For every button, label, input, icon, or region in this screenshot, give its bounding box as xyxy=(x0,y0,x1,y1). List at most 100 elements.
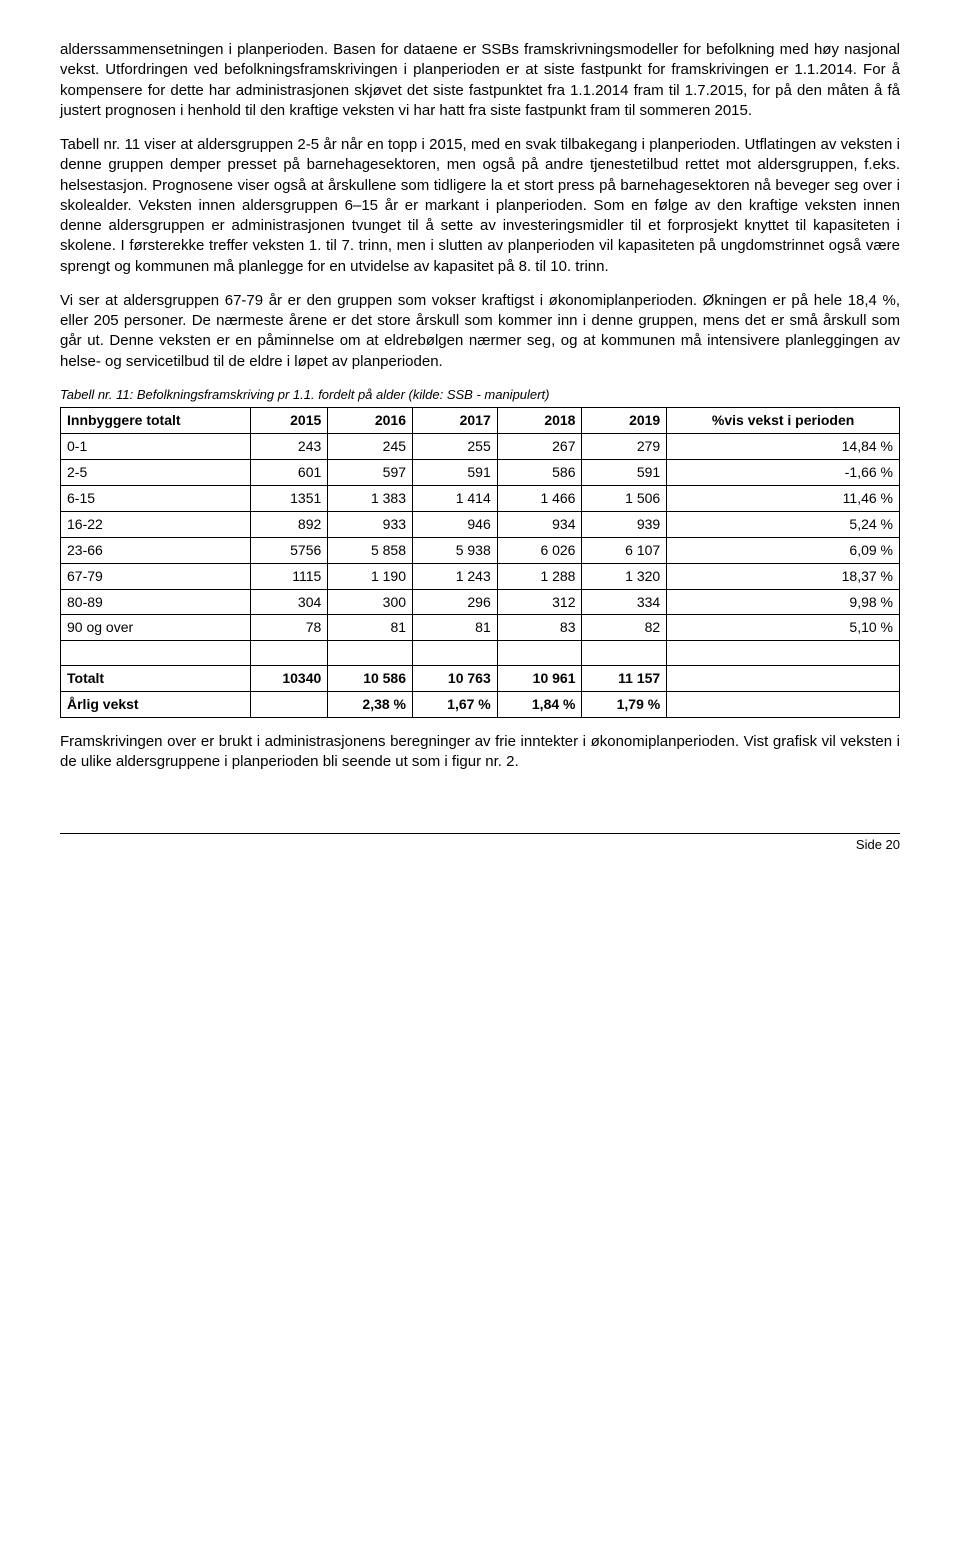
table-cell xyxy=(328,641,413,666)
table-cell: 1 320 xyxy=(582,563,667,589)
page-footer: Side 20 xyxy=(60,833,900,854)
table-row: 80-893043002963123349,98 % xyxy=(61,589,900,615)
table-cell: 591 xyxy=(413,460,498,486)
table-cell: 279 xyxy=(582,434,667,460)
table-cell: 81 xyxy=(413,615,498,641)
table-cell: 1 414 xyxy=(413,485,498,511)
table-cell: 90 og over xyxy=(61,615,251,641)
table-cell: 334 xyxy=(582,589,667,615)
table-cell: 892 xyxy=(250,511,328,537)
table-row-totalt: Totalt1034010 58610 76310 96111 157 xyxy=(61,666,900,692)
table-header-row: Innbyggere totalt 2015 2016 2017 2018 20… xyxy=(61,408,900,434)
table-cell: 78 xyxy=(250,615,328,641)
table-cell: 11,46 % xyxy=(667,485,900,511)
table-cell: 1,67 % xyxy=(413,692,498,718)
table-cell: 14,84 % xyxy=(667,434,900,460)
table-cell: 6,09 % xyxy=(667,537,900,563)
table-cell: 245 xyxy=(328,434,413,460)
table-cell xyxy=(250,692,328,718)
table-cell: 10 763 xyxy=(413,666,498,692)
table-cell: 586 xyxy=(497,460,582,486)
header-2016: 2016 xyxy=(328,408,413,434)
table-cell: 5,10 % xyxy=(667,615,900,641)
table-cell: 11 157 xyxy=(582,666,667,692)
table-cell: 82 xyxy=(582,615,667,641)
table-cell: -1,66 % xyxy=(667,460,900,486)
table-cell: 83 xyxy=(497,615,582,641)
table-cell: 267 xyxy=(497,434,582,460)
table-cell xyxy=(61,641,251,666)
table-cell: 67-79 xyxy=(61,563,251,589)
table-cell: 5756 xyxy=(250,537,328,563)
header-growth: %vis vekst i perioden xyxy=(667,408,900,434)
table-cell: 934 xyxy=(497,511,582,537)
table-cell: 0-1 xyxy=(61,434,251,460)
header-2018: 2018 xyxy=(497,408,582,434)
table-cell: 1115 xyxy=(250,563,328,589)
paragraph-1: alderssammensetningen i planperioden. Ba… xyxy=(60,40,900,121)
table-cell: Årlig vekst xyxy=(61,692,251,718)
table-row: 2-5601597591586591-1,66 % xyxy=(61,460,900,486)
table-cell: 5,24 % xyxy=(667,511,900,537)
table-cell: 312 xyxy=(497,589,582,615)
table-cell: 1 383 xyxy=(328,485,413,511)
table-cell: 80-89 xyxy=(61,589,251,615)
header-2015: 2015 xyxy=(250,408,328,434)
paragraph-3: Vi ser at aldersgruppen 67-79 år er den … xyxy=(60,291,900,372)
table-cell: 243 xyxy=(250,434,328,460)
table-cell: 2,38 % xyxy=(328,692,413,718)
table-cell: 1 506 xyxy=(582,485,667,511)
table-row-arlig: Årlig vekst 2,38 %1,67 %1,84 %1,79 % xyxy=(61,692,900,718)
table-cell: 16-22 xyxy=(61,511,251,537)
table-cell: 1 190 xyxy=(328,563,413,589)
table-cell: 1351 xyxy=(250,485,328,511)
table-cell: 1,79 % xyxy=(582,692,667,718)
table-cell: 296 xyxy=(413,589,498,615)
table-cell: 10 961 xyxy=(497,666,582,692)
table-cell: 933 xyxy=(328,511,413,537)
table-cell: Totalt xyxy=(61,666,251,692)
table-cell xyxy=(667,666,900,692)
population-table: Innbyggere totalt 2015 2016 2017 2018 20… xyxy=(60,407,900,718)
table-row: 23-6657565 8585 9386 0266 1076,09 % xyxy=(61,537,900,563)
header-label: Innbyggere totalt xyxy=(61,408,251,434)
table-cell: 6-15 xyxy=(61,485,251,511)
table-cell xyxy=(667,692,900,718)
table-cell: 10340 xyxy=(250,666,328,692)
header-2017: 2017 xyxy=(413,408,498,434)
table-row: 67-7911151 1901 2431 2881 32018,37 % xyxy=(61,563,900,589)
table-cell: 939 xyxy=(582,511,667,537)
table-cell: 304 xyxy=(250,589,328,615)
table-cell xyxy=(667,641,900,666)
table-row: 0-124324525526727914,84 % xyxy=(61,434,900,460)
table-cell: 300 xyxy=(328,589,413,615)
table-cell: 6 026 xyxy=(497,537,582,563)
paragraph-2: Tabell nr. 11 viser at aldersgruppen 2-5… xyxy=(60,135,900,277)
table-row: 90 og over78818183825,10 % xyxy=(61,615,900,641)
table-caption: Tabell nr. 11: Befolkningsframskriving p… xyxy=(60,386,900,404)
empty-row xyxy=(61,641,900,666)
table-cell: 601 xyxy=(250,460,328,486)
table-cell xyxy=(582,641,667,666)
paragraph-4: Framskrivingen over er brukt i administr… xyxy=(60,732,900,773)
table-cell: 255 xyxy=(413,434,498,460)
table-cell: 2-5 xyxy=(61,460,251,486)
header-2019: 2019 xyxy=(582,408,667,434)
table-cell: 946 xyxy=(413,511,498,537)
table-cell: 81 xyxy=(328,615,413,641)
table-cell: 5 858 xyxy=(328,537,413,563)
table-cell: 591 xyxy=(582,460,667,486)
table-cell: 5 938 xyxy=(413,537,498,563)
table-cell: 23-66 xyxy=(61,537,251,563)
table-cell: 9,98 % xyxy=(667,589,900,615)
table-row: 6-1513511 3831 4141 4661 50611,46 % xyxy=(61,485,900,511)
table-cell: 1 243 xyxy=(413,563,498,589)
table-cell xyxy=(250,641,328,666)
table-cell xyxy=(413,641,498,666)
table-cell: 1 288 xyxy=(497,563,582,589)
table-cell xyxy=(497,641,582,666)
table-cell: 1 466 xyxy=(497,485,582,511)
table-cell: 18,37 % xyxy=(667,563,900,589)
table-cell: 597 xyxy=(328,460,413,486)
table-cell: 1,84 % xyxy=(497,692,582,718)
